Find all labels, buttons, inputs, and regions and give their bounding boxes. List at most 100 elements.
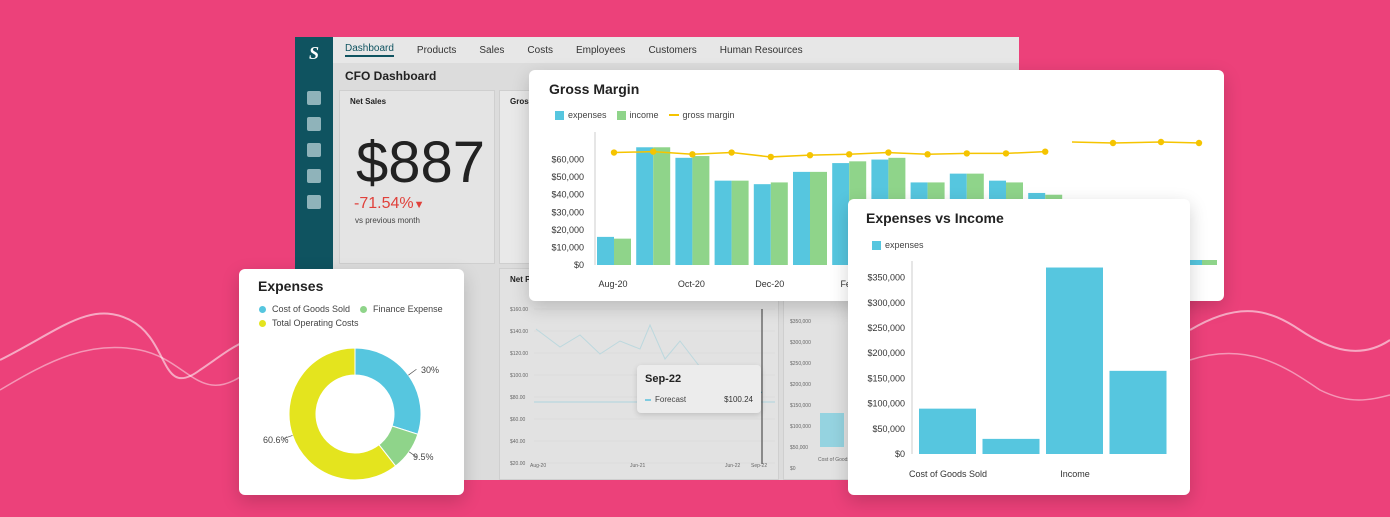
gross-margin-point [924, 151, 931, 158]
bar-income [692, 156, 710, 265]
nav-tab-sales[interactable]: Sales [479, 44, 505, 56]
app-logo: S [308, 43, 319, 63]
nav-tab-human-resources[interactable]: Human Resources [719, 44, 803, 56]
gross-margin-point [1002, 150, 1010, 157]
gross-margin-point [728, 149, 735, 156]
gross-margin-point [806, 151, 814, 159]
users-icon[interactable] [307, 195, 321, 209]
top-nav: Dashboard Products Sales Costs Employees Cust… [333, 37, 1019, 63]
net-profit-tile[interactable]: Net P $160.00 $140.00 $120.00 $100.00 $80.00… [499, 268, 779, 480]
y-tick-label: $20.00 [510, 461, 526, 467]
gross-margin-point [689, 151, 696, 158]
bar-expenses [597, 236, 614, 265]
bar-income [653, 147, 671, 265]
bar-income-tail [1202, 260, 1217, 265]
slice-label: 30% [421, 365, 439, 375]
y-tick-label: $200,000 [790, 382, 811, 388]
legend-item-cogs[interactable]: Cost of Goods Sold [259, 302, 350, 316]
tooltip-series: Forecast [655, 395, 687, 404]
gross-margin-point [846, 151, 853, 158]
x-tick-label: Oct-20 [678, 279, 705, 289]
x-tick-label: Sep-22 [751, 463, 767, 469]
gross-margin-line-tail [1071, 141, 1202, 144]
x-tick-label: Cost of Goods Sold [909, 469, 987, 479]
bar-expenses [636, 147, 654, 265]
y-tick-label: $50,000 [872, 424, 905, 434]
expenses-donut-chart: 30% 9.5% 60.6% [263, 347, 439, 481]
bar-income [731, 180, 749, 265]
y-tick-label: $100,000 [790, 424, 811, 430]
bar-income [770, 182, 788, 265]
donut-slice [354, 347, 422, 435]
y-tick-label: $350,000 [790, 319, 811, 325]
x-tick-label: Aug-20 [598, 279, 627, 289]
bar-expenses [919, 408, 976, 454]
slice-label: 60.6% [263, 435, 289, 445]
x-tick-label: Aug-20 [530, 463, 546, 469]
y-tick-label: $80.00 [510, 395, 526, 401]
legend-item-expenses[interactable]: expenses [555, 110, 607, 120]
slice-leader [408, 368, 417, 376]
nav-tab-products[interactable]: Products [416, 44, 457, 56]
net-sales-delta: -71.54%▼ [354, 195, 425, 212]
gross-margin-point [1042, 148, 1049, 155]
calendar-icon[interactable] [307, 169, 321, 183]
expenses-income-chart: $0 $50,000 $100,000 $150,000 $200,000 $250,00… [867, 261, 1167, 479]
y-tick-label: $10,000 [551, 242, 584, 252]
legend-item-operating[interactable]: Total Operating Costs [259, 316, 443, 330]
donut-slice [288, 347, 397, 481]
legend-item-finance[interactable]: Finance Expense [360, 302, 443, 316]
card-title: Gross Margin [549, 81, 640, 97]
bar-income [810, 171, 827, 265]
bar-income [614, 238, 631, 265]
bar [820, 413, 844, 447]
y-tick-label: $250,000 [867, 323, 905, 333]
tooltip-value: $100.24 [724, 395, 753, 404]
tile-title: Net Sales [350, 97, 387, 106]
tooltip-row: Forecast [645, 395, 686, 404]
bar-expenses [714, 180, 732, 265]
y-tick-label: $200,000 [867, 348, 905, 358]
y-tick-label: $120.00 [510, 351, 528, 357]
gross-margin-line [613, 150, 1046, 158]
slice-label: 9.5% [413, 452, 434, 462]
y-tick-label: $300,000 [790, 340, 811, 346]
nav-tab-dashboard[interactable]: Dashboard [345, 43, 394, 57]
folder-icon[interactable] [307, 117, 321, 131]
y-tick-label: $100.00 [510, 373, 528, 379]
y-tick-label: $40.00 [510, 439, 526, 445]
mail-icon[interactable] [307, 143, 321, 157]
legend-item-gross-margin[interactable]: gross margin [668, 110, 735, 120]
expenses-card[interactable]: Expenses Cost of Goods Sold Finance Expe… [239, 269, 464, 495]
nav-tab-costs[interactable]: Costs [527, 44, 553, 56]
card-title: Expenses vs Income [866, 210, 1004, 226]
nav-tab-customers[interactable]: Customers [648, 44, 697, 56]
net-sales-tile[interactable]: Net Sales $887 -71.54%▼ vs previous mont… [339, 90, 495, 264]
y-tick-label: $0 [790, 466, 796, 472]
vs-previous-label: vs previous month [355, 216, 420, 225]
gross-margin-point [885, 149, 892, 156]
gross-margin-point [767, 153, 774, 161]
net-sales-value: $887 [356, 130, 486, 195]
y-tick-label: $150,000 [790, 403, 811, 409]
x-tick-label: Income [1060, 469, 1090, 479]
x-tick-label: Dec-20 [755, 279, 784, 289]
x-tick-label: Jun-21 [630, 463, 646, 469]
bar-expenses [675, 157, 693, 265]
bar-expenses [982, 438, 1040, 454]
page-title: CFO Dashboard [345, 69, 437, 83]
gross-margin-legend: expenses income gross margin [555, 110, 735, 120]
forecast-tooltip: Sep-22 Forecast $100.24 [637, 365, 761, 413]
y-tick-label: $0 [895, 449, 905, 459]
gross-margin-point [963, 150, 970, 157]
legend-item-expenses[interactable]: expenses [872, 240, 924, 250]
document-icon[interactable] [307, 91, 321, 105]
y-tick-label: $50,000 [790, 445, 808, 451]
legend-item-income[interactable]: income [616, 110, 659, 120]
expenses-vs-income-card[interactable]: Expenses vs Income expenses $0 $50,000 $10… [848, 199, 1190, 495]
y-tick-label: $250,000 [790, 361, 811, 367]
nav-tab-employees[interactable]: Employees [575, 44, 626, 56]
tooltip-title: Sep-22 [645, 373, 682, 385]
gross-margin-point [610, 149, 618, 156]
